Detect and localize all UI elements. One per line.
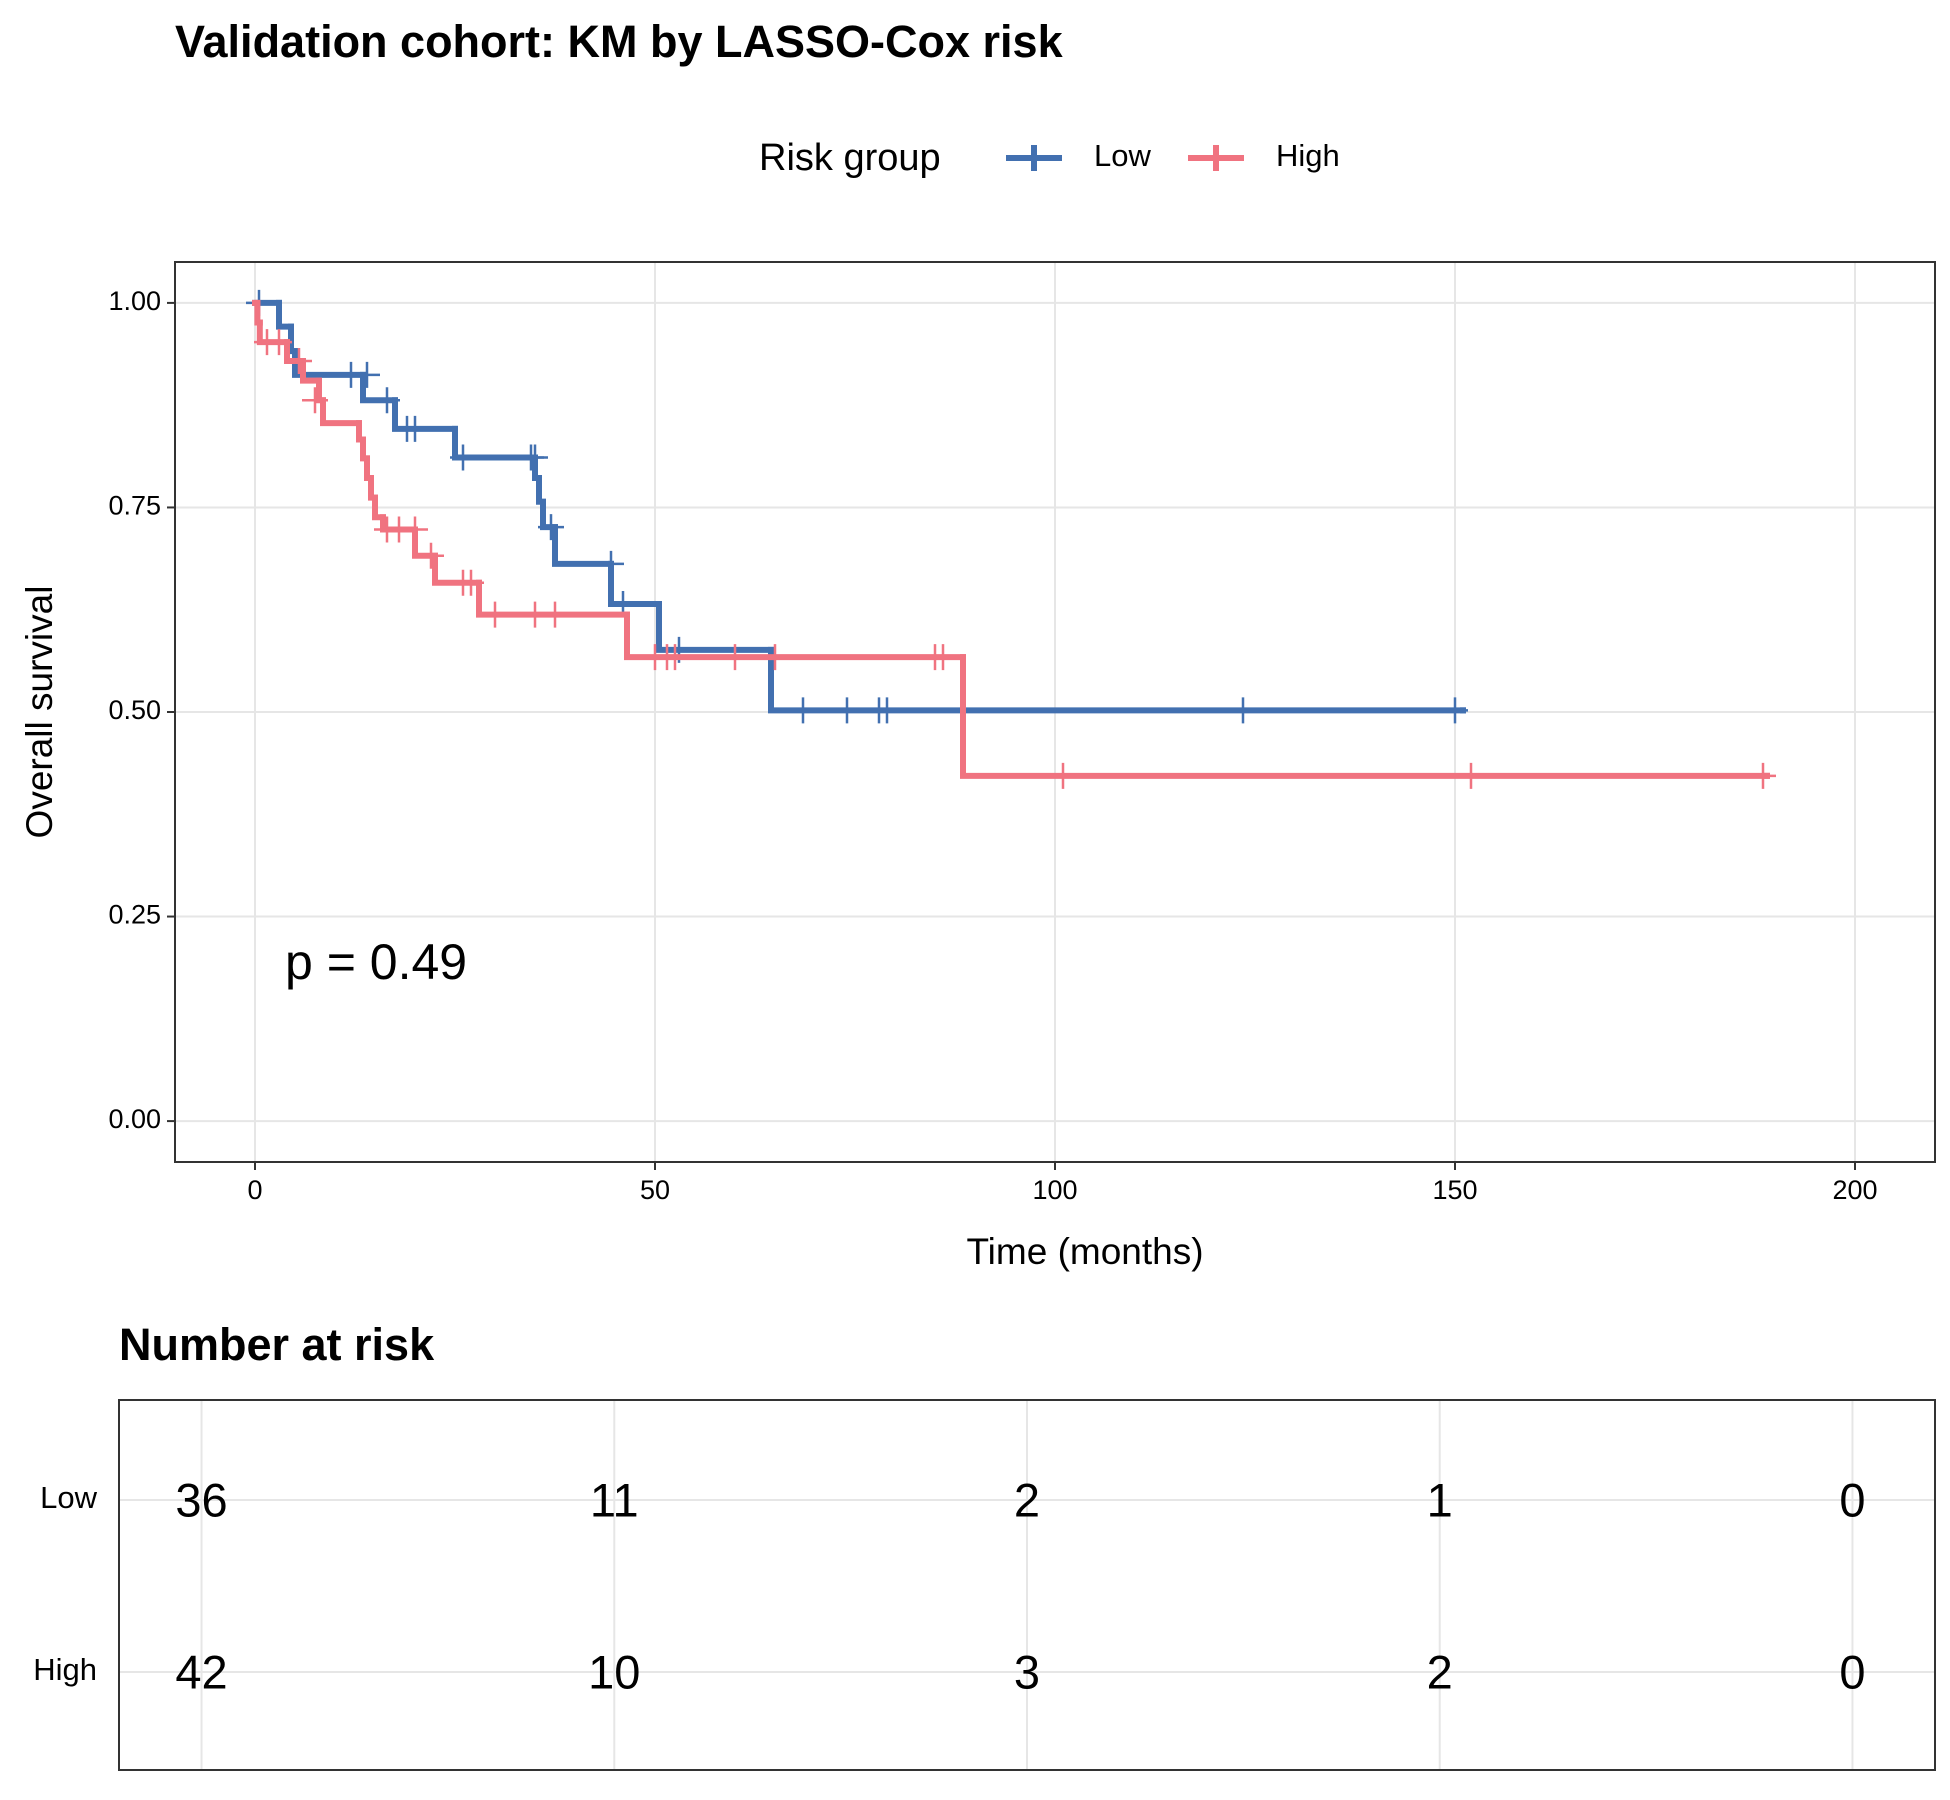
y-tick-label: 0.00 <box>108 1104 161 1134</box>
chart-title: Validation cohort: KM by LASSO-Cox risk <box>175 16 1064 67</box>
x-axis-label: Time (months) <box>966 1231 1203 1272</box>
survival-step <box>656 601 774 653</box>
survival-step <box>476 579 630 618</box>
legend-label: Low <box>1094 138 1151 173</box>
censor-mark <box>450 444 476 471</box>
censor-mark <box>286 348 312 374</box>
legend-title: Risk group <box>759 137 941 179</box>
y-tick-label: 0.75 <box>108 491 161 521</box>
censor-mark <box>1750 762 1776 789</box>
censor-mark <box>930 644 956 671</box>
y-tick-label: 0.25 <box>108 900 161 930</box>
survival-step <box>320 397 362 427</box>
survival-step <box>552 524 614 567</box>
risk-count: 11 <box>590 1473 639 1526</box>
survival-step <box>960 654 1770 779</box>
x-tick-label: 50 <box>640 1175 670 1205</box>
risk-count: 36 <box>175 1473 227 1526</box>
y-axis-label: Overall survival <box>19 586 60 839</box>
censor-mark <box>302 387 328 414</box>
censor-mark <box>1442 697 1468 724</box>
censor-mark <box>522 444 548 471</box>
censor-mark <box>266 329 292 356</box>
censor-mark <box>542 601 568 628</box>
x-tick-label: 100 <box>1032 1175 1077 1205</box>
x-tick-label: 200 <box>1832 1175 1877 1205</box>
censor-mark <box>1230 697 1256 724</box>
risk-count: 0 <box>1839 1645 1865 1698</box>
censor-mark <box>1458 762 1484 789</box>
censor-mark <box>874 697 900 724</box>
censor-mark <box>790 697 816 724</box>
survival-step <box>276 299 294 330</box>
p-value: p = 0.49 <box>285 934 467 990</box>
legend-key <box>1006 145 1062 171</box>
censor-mark <box>662 644 688 671</box>
legend-key <box>1188 145 1244 171</box>
x-tick-label: 150 <box>1432 1175 1477 1205</box>
censor-mark <box>482 601 508 628</box>
risk-table-title: Number at risk <box>119 1319 435 1370</box>
risk-count: 42 <box>175 1645 227 1698</box>
y-tick-label: 1.00 <box>108 286 161 316</box>
x-tick-label: 0 <box>247 1175 262 1205</box>
risk-count: 3 <box>1014 1645 1040 1698</box>
censor-mark <box>374 387 400 414</box>
censor-mark <box>402 516 428 543</box>
risk-count: 2 <box>1427 1645 1453 1698</box>
risk-count: 1 <box>1427 1473 1453 1526</box>
censor-mark <box>402 415 428 442</box>
survival-step <box>300 358 322 384</box>
censor-mark <box>762 644 788 671</box>
censor-mark <box>538 514 564 541</box>
censor-mark <box>598 550 624 577</box>
censor-mark <box>722 644 748 671</box>
censor-mark <box>458 569 484 596</box>
risk-row-label: High <box>33 1652 97 1687</box>
censor-mark <box>354 361 380 388</box>
censor-mark <box>834 697 860 724</box>
risk-count: 2 <box>1014 1473 1040 1526</box>
y-tick-label: 0.50 <box>108 695 161 725</box>
censor-mark <box>1050 762 1076 789</box>
plot-border <box>174 261 1936 1163</box>
censor-mark <box>418 542 444 569</box>
risk-count: 0 <box>1839 1473 1865 1526</box>
survival-step <box>624 611 966 661</box>
table-border <box>118 1399 1936 1771</box>
risk-count: 10 <box>588 1645 640 1698</box>
risk-row-label: Low <box>40 1480 97 1515</box>
legend-label: High <box>1276 138 1340 173</box>
